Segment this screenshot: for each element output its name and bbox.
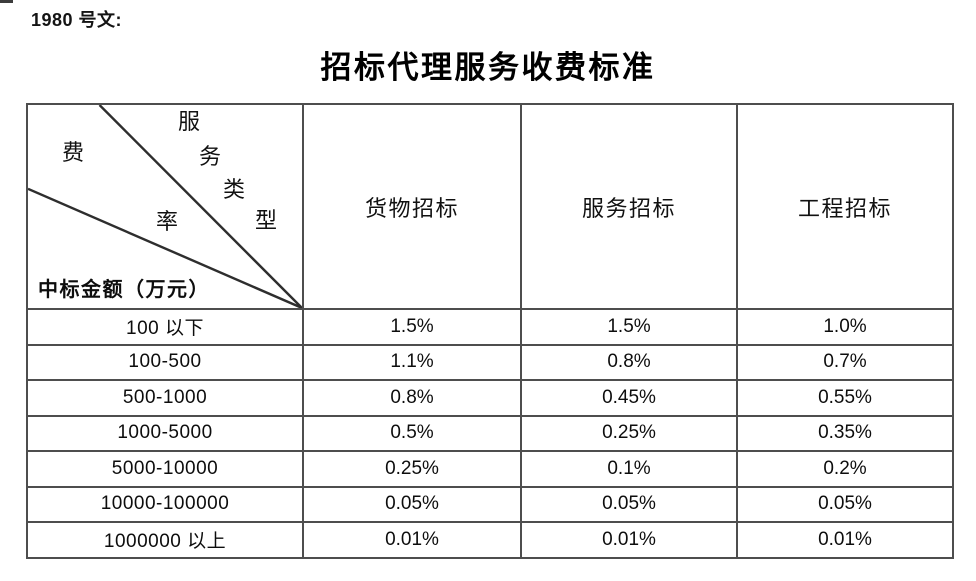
rate-cell: 0.25% [302,450,522,488]
doc-number-label: 1980 号文: [31,10,123,30]
rate-cell: 0.25% [520,414,738,452]
table-row: 10000-100000 0.05% 0.05% 0.05% [26,485,954,523]
rate-cell: 0.7% [736,343,954,381]
rate-cell: 0.05% [520,485,738,523]
corner-rate-char: 率 [156,209,179,234]
corner-type-char: 型 [255,208,278,233]
rate-cell: 0.35% [736,414,954,452]
rate-cell: 0.05% [736,485,954,523]
table-row: 100-500 1.1% 0.8% 0.7% [26,343,954,381]
corner-type-char: 务 [199,144,222,169]
column-header-goods: 货物招标 [302,103,522,310]
amount-range-cell: 5000-10000 [26,450,304,488]
table-row: 1000000 以上 0.01% 0.01% 0.01% [26,521,954,559]
corner-type-char: 类 [223,177,246,202]
rate-cell: 0.1% [520,450,738,488]
rate-cell: 1.5% [302,308,522,346]
rate-cell: 1.0% [736,308,954,346]
amount-range-cell: 100-500 [26,343,304,381]
diagonal-lines [29,106,301,307]
table-header: 服 务 类 型 费 率 中标金额（万元） 货物招标 服务招标 工程招标 [26,103,954,310]
rate-cell: 0.05% [302,485,522,523]
rate-cell: 0.01% [520,521,738,559]
corner-type-char: 服 [178,109,201,134]
amount-range-cell: 10000-100000 [26,485,304,523]
amount-range-cell: 1000000 以上 [26,521,304,559]
header-row: 服 务 类 型 费 率 中标金额（万元） 货物招标 服务招标 工程招标 [26,103,954,310]
rate-cell: 0.01% [736,521,954,559]
amount-range-cell: 1000-5000 [26,414,304,452]
table-row: 100 以下 1.5% 1.5% 1.0% [26,308,954,346]
rate-cell: 0.45% [520,379,738,417]
table-row: 1000-5000 0.5% 0.25% 0.35% [26,414,954,452]
rate-cell: 1.5% [520,308,738,346]
fee-standard-table: 服 务 类 型 费 率 中标金额（万元） 货物招标 服务招标 工程招标 100 … [26,103,954,559]
table-row: 500-1000 0.8% 0.45% 0.55% [26,379,954,417]
rate-cell: 0.8% [520,343,738,381]
corner-rate-char: 费 [62,140,85,165]
column-header-services: 服务招标 [520,103,738,310]
amount-range-cell: 100 以下 [26,308,304,346]
rate-cell: 0.8% [302,379,522,417]
rate-cell: 0.55% [736,379,954,417]
scan-artifact [0,0,13,3]
rate-cell: 0.2% [736,450,954,488]
amount-range-cell: 500-1000 [26,379,304,417]
table-body: 100 以下 1.5% 1.5% 1.0% 100-500 1.1% 0.8% … [26,308,954,559]
rate-cell: 0.01% [302,521,522,559]
rate-cell: 0.5% [302,414,522,452]
table-row: 5000-10000 0.25% 0.1% 0.2% [26,450,954,488]
page-title: 招标代理服务收费标准 [320,50,656,85]
diagonal-corner-cell: 服 务 类 型 费 率 中标金额（万元） [26,103,304,310]
column-header-engineering: 工程招标 [736,103,954,310]
corner-amount-label: 中标金额（万元） [38,279,210,301]
rate-cell: 1.1% [302,343,522,381]
